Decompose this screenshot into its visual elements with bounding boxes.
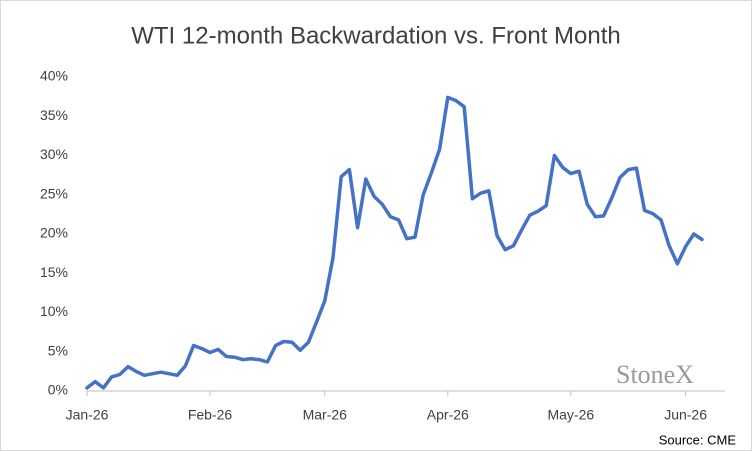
y-tick-label: 35% xyxy=(40,107,68,123)
data-line xyxy=(85,95,704,390)
source: Source: CME xyxy=(659,432,737,447)
y-tick-label: 5% xyxy=(48,342,68,358)
x-tick-label: Jan-26 xyxy=(66,407,109,423)
y-tick-label: 20% xyxy=(40,225,68,241)
x-tick-label: Feb-26 xyxy=(188,407,233,423)
x-tick-label: Apr-26 xyxy=(427,407,469,423)
y-tick-label: 15% xyxy=(40,264,68,280)
x-tick-label: May-26 xyxy=(547,407,594,423)
chart-title: WTI 12-month Backwardation vs. Front Mon… xyxy=(131,22,621,49)
y-tick-label: 40% xyxy=(40,68,68,84)
y-tick-label: 10% xyxy=(40,303,68,319)
y-tick-label: 0% xyxy=(48,382,68,398)
logo: StoneX xyxy=(616,360,694,389)
x-tick-label: Jun-26 xyxy=(664,407,707,423)
x-tick-label: Mar-26 xyxy=(303,407,348,423)
y-tick-label: 25% xyxy=(40,185,68,201)
y-tick-label: 30% xyxy=(40,146,68,162)
